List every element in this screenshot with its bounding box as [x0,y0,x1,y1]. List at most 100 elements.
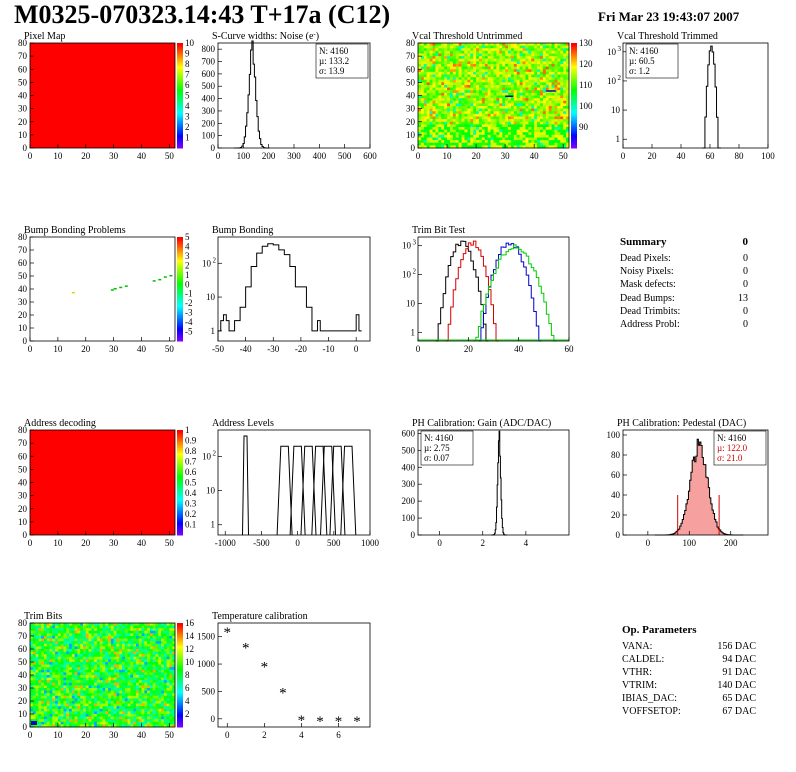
title-close-paren: ) [316,31,319,42]
heatmap-cell [531,142,535,146]
heatmap-cell [502,129,506,133]
heatmap-cell [63,701,67,704]
heatmap-cell [461,113,465,117]
heatmap-cell [69,724,73,728]
heatmap-cell [99,623,103,626]
heatmap-cell [46,630,50,634]
heatmap-cell [158,716,162,720]
heatmap-cell [481,116,486,120]
heatmap-cell [493,95,497,99]
heatmap-cell [52,680,56,684]
heatmap-cell [513,129,518,133]
heatmap-cell [149,698,154,702]
heatmap-cell [147,646,151,650]
heatmap-cell [149,677,154,681]
heatmap-cell [508,43,512,47]
heatmap-cell [519,50,523,54]
scatter-point: * [279,685,287,701]
heatmap-cell [481,103,486,107]
heatmap-cell [447,50,451,54]
heatmap-cell [138,690,142,694]
heatmap-cell [458,108,462,112]
heatmap-cell [91,623,95,626]
y-tick-label: 20 [18,117,28,127]
heatmap-cell [85,714,89,717]
heatmap-cell [496,79,500,83]
heatmap-cell [43,685,48,689]
heatmap-cell [91,680,95,684]
heatmap-cell [166,675,170,678]
heatmap-cell [418,66,422,70]
summary-row: Noisy Pixels: 0 [620,265,748,278]
heatmap-cell [63,654,67,658]
heatmap-cell [152,693,156,697]
heatmap-cell [473,61,477,65]
heatmap-cell [38,675,42,678]
heatmap-cell [447,69,451,73]
heatmap-cell [71,638,76,642]
heatmap-cell [461,127,465,131]
heatmap-cell [147,688,151,691]
heatmap-cell [490,119,494,123]
heatmap-cell [464,129,468,133]
heatmap-cell [80,649,84,652]
heatmap-cell [77,643,81,647]
heatmap-cell [46,708,50,712]
heatmap-cell [133,669,137,673]
color-scale-segment [177,661,183,664]
heatmap-cell [133,724,137,728]
heatmap-cell [108,701,112,704]
heatmap-cell [444,103,448,107]
heatmap-cell [80,628,84,632]
heatmap-cell [438,134,442,138]
heatmap-cell [49,721,53,725]
heatmap-cell [155,711,159,715]
y-tick-label: 100 [202,131,216,141]
heatmap-cell [539,92,544,96]
heatmap-cell [57,630,62,634]
heatmap-cell [41,636,45,639]
heatmap-cell [77,711,81,715]
color-scale-label: 100 [579,101,593,111]
heatmap-cell [94,662,98,665]
heatmap-cell [423,113,428,117]
color-scale-segment [177,491,183,494]
heatmap-cell [429,50,433,54]
heatmap-cell [449,92,454,96]
heatmap-outlier [31,721,37,725]
color-scale-segment [177,459,183,462]
heatmap-cell [43,721,48,725]
heatmap-cell [166,719,170,723]
heatmap-cell [557,113,561,117]
heatmap-cell [438,90,442,94]
heatmap-cell [127,638,131,642]
heatmap-cell [470,50,474,54]
stat-entry: σ: 1.2 [629,66,650,76]
heatmap-cell [487,145,491,149]
heatmap-cell [52,643,56,647]
heatmap-cell [447,127,451,131]
heatmap-cell [542,127,547,131]
heatmap-cell [513,85,518,89]
summary-panel: Summary 0 Dead Pixels: 0 Noisy Pixels: 0 M… [620,236,748,331]
heatmap-cell [548,69,552,73]
heatmap-cell [548,61,552,65]
heatmap-cell [551,106,555,110]
heatmap-cell [458,53,462,57]
heatmap-cell [99,680,103,684]
heatmap-cell [502,100,506,104]
heatmap-cell [102,651,106,655]
heatmap-cell [478,95,483,99]
heatmap-cell [484,108,489,112]
heatmap-cell [119,719,123,723]
heatmap-cell [52,695,56,699]
heatmap-cell [49,669,53,673]
heatmap-cell [135,656,140,660]
heatmap-cell [116,667,120,671]
heatmap-cell [169,688,173,691]
heatmap-cell [464,127,468,131]
heatmap-cell [105,625,109,629]
heatmap-cell [135,682,140,686]
plot-title: Trim Bits [24,611,62,622]
heatmap-cell [85,664,89,668]
